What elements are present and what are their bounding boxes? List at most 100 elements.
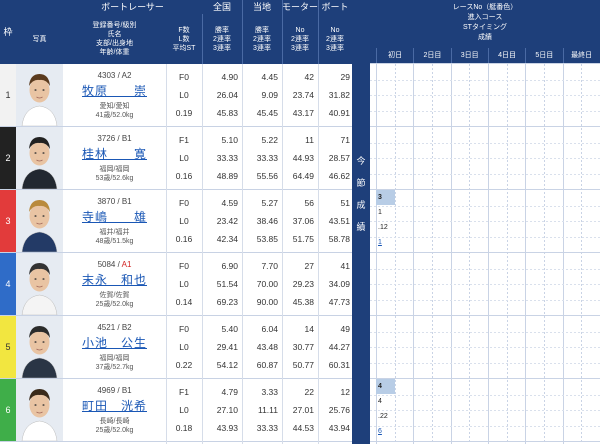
racer-info: 3726 / B1 桂林 寛 福岡/福岡 53歳/52.6kg: [63, 127, 166, 189]
registration-number: 4303: [97, 71, 116, 80]
motor-stats-cell: 14 30.77 50.77: [292, 324, 314, 370]
entry-course: 4: [378, 398, 382, 405]
waku-number: 1: [0, 64, 16, 126]
registration-number: 3870: [97, 197, 116, 206]
st-timing: .22: [378, 413, 388, 420]
national-stats-cell: 4.59 23.42 42.34: [216, 198, 238, 244]
waku-number: 4: [0, 253, 16, 315]
racer-class: B1: [121, 197, 132, 206]
racer-info: 4521 / B2 小池 公生 福岡/福岡 37歳/52.7kg: [63, 316, 166, 378]
race-result-cell: 3 1 .12 1: [376, 190, 395, 250]
day-header: 5日目: [525, 48, 562, 64]
day-header: 3日目: [450, 48, 488, 64]
header-motor-sub: No 2連率 3連率: [282, 14, 318, 64]
national-stats-cell: 5.10 33.33 48.89: [216, 135, 238, 181]
finish-result[interactable]: 1: [378, 239, 382, 246]
boat-stats-cell: 41 34.09 47.73: [328, 261, 350, 307]
racer-name-link[interactable]: 桂林 寛: [81, 147, 147, 161]
session-results-grid: レースNo（艇番色） 進入コース STタイミング 成績 初日 2日目 3日目 4日目 5…: [370, 0, 600, 444]
racer-row: 1 4303 / A2 牧原 崇 愛知/愛知 41歳/52.0kg F0 L0 …: [0, 64, 352, 127]
boat-stats-cell: 51 43.51 58.78: [328, 198, 350, 244]
header-blank: [16, 0, 63, 14]
racer-row: 4 5084 / A1 末永 和也 佐賀/佐賀 25歳/52.0kg F0 L0…: [0, 253, 352, 316]
header-tochi-sub: 勝率 2連率 3連率: [242, 14, 282, 64]
race-number: 3: [376, 190, 395, 205]
racer-info: 4303 / A2 牧原 崇 愛知/愛知 41歳/52.0kg: [63, 64, 166, 126]
results-legend: レースNo（艇番色） 進入コース STタイミング 成績: [370, 0, 600, 48]
national-stats-cell: 5.40 29.41 54.12: [216, 324, 238, 370]
waku-number: 5: [0, 316, 16, 378]
racer-name-link[interactable]: 町田 洸希: [81, 399, 147, 413]
header-boat-racer: ボートレーサー: [63, 0, 202, 14]
day-header-row: 初日 2日目 3日目 4日目 5日目 最終日: [370, 48, 600, 64]
boat-stats-cell: 12 25.76 43.94: [328, 387, 350, 433]
racer-age-weight: 48歳/51.5kg: [95, 238, 134, 245]
waku-number: 2: [0, 127, 16, 189]
racer-photo-image: [16, 253, 63, 315]
racer-age-weight: 41歳/52.0kg: [95, 112, 134, 119]
session-results-label-strip: 今 節 成 績: [352, 0, 370, 444]
header-zenkoku: 全国: [202, 0, 242, 14]
registration-number: 3726: [97, 134, 116, 143]
racer-photo-image: [16, 379, 63, 441]
header-motor: モーター: [282, 0, 319, 14]
racer-class: A1: [121, 260, 132, 269]
local-stats-cell: 4.45 9.09 45.45: [256, 72, 278, 118]
racer-name-link[interactable]: 末永 和也: [81, 273, 147, 287]
racer-age-weight: 53歳/52.6kg: [95, 175, 134, 182]
f-l-st-cell: F1 L0 0.18: [175, 387, 193, 433]
day-header: 最終日: [562, 48, 600, 64]
entry-course: 1: [378, 209, 382, 216]
racer-name-link[interactable]: 牧原 崇: [81, 84, 147, 98]
racer-class: B1: [121, 134, 132, 143]
local-stats-cell: 3.33 11.11 33.33: [256, 387, 278, 433]
header-f-info: F数 L数 平均ST: [166, 14, 202, 64]
racer-branch: 福井/福井: [99, 229, 130, 236]
racer-class: A2: [121, 71, 132, 80]
racer-photo-image: [16, 64, 63, 126]
f-l-st-cell: F0 L0 0.22: [175, 324, 193, 370]
registration-number: 4521: [97, 323, 116, 332]
racer-info: 4969 / B1 町田 洸希 長崎/長崎 25歳/52.0kg: [63, 379, 166, 441]
racer-row: 3 3870 / B1 寺嶋 雄 福井/福井 48歳/51.5kg F0 L0 …: [0, 190, 352, 253]
header-boat: ボート: [318, 0, 352, 14]
header-reg-info: 登録番号/級別 氏名 支部/出身地 年齢/体重: [63, 14, 166, 64]
header-waku: 枠: [0, 0, 16, 64]
racer-photo[interactable]: [16, 127, 63, 189]
racer-age-weight: 25歳/52.0kg: [95, 301, 134, 308]
racer-age-weight: 25歳/52.0kg: [95, 427, 134, 434]
local-stats-cell: 5.22 33.33 55.56: [256, 135, 278, 181]
header-tochi: 当地: [242, 0, 282, 14]
racer-branch: 福岡/福岡: [99, 355, 130, 362]
racer-class: B2: [121, 323, 132, 332]
day-header: 2日目: [413, 48, 450, 64]
header-boat-sub: No 2連率 3連率: [318, 14, 352, 64]
racer-photo[interactable]: [16, 316, 63, 378]
racer-branch: 佐賀/佐賀: [99, 292, 130, 299]
session-results-label: 今 節 成 績: [356, 156, 366, 232]
racer-photo[interactable]: [16, 253, 63, 315]
f-l-st-cell: F0 L0 0.16: [175, 198, 193, 244]
racer-row: 6 4969 / B1 町田 洸希 長崎/長崎 25歳/52.0kg F1 L0…: [0, 379, 352, 442]
f-l-st-cell: F0 L0 0.19: [175, 72, 193, 118]
motor-stats-cell: 11 44.93 64.49: [292, 135, 314, 181]
motor-stats-cell: 22 27.01 44.53: [292, 387, 314, 433]
results-grid-area: 3 1 .12 1 4 4 .22 6: [370, 63, 600, 444]
racer-name-link[interactable]: 小池 公生: [81, 336, 147, 350]
racer-branch: 福岡/福岡: [99, 166, 130, 173]
racer-branch: 長崎/長崎: [99, 418, 130, 425]
finish-result[interactable]: 6: [378, 428, 382, 435]
racer-photo[interactable]: [16, 379, 63, 441]
racer-photo-image: [16, 127, 63, 189]
local-stats-cell: 6.04 43.48 60.87: [256, 324, 278, 370]
racer-row: 2 3726 / B1 桂林 寛 福岡/福岡 53歳/52.6kg F1 L0 …: [0, 127, 352, 190]
race-result-cell: 4 4 .22 6: [376, 379, 395, 439]
boat-stats-cell: 49 44.27 60.31: [328, 324, 350, 370]
racer-photo[interactable]: [16, 190, 63, 252]
racer-name-link[interactable]: 寺嶋 雄: [81, 210, 147, 224]
racer-info: 5084 / A1 末永 和也 佐賀/佐賀 25歳/52.0kg: [63, 253, 166, 315]
racer-photo[interactable]: [16, 64, 63, 126]
local-stats-cell: 7.70 70.00 90.00: [256, 261, 278, 307]
local-stats-cell: 5.27 38.46 53.85: [256, 198, 278, 244]
motor-stats-cell: 56 37.06 51.75: [292, 198, 314, 244]
